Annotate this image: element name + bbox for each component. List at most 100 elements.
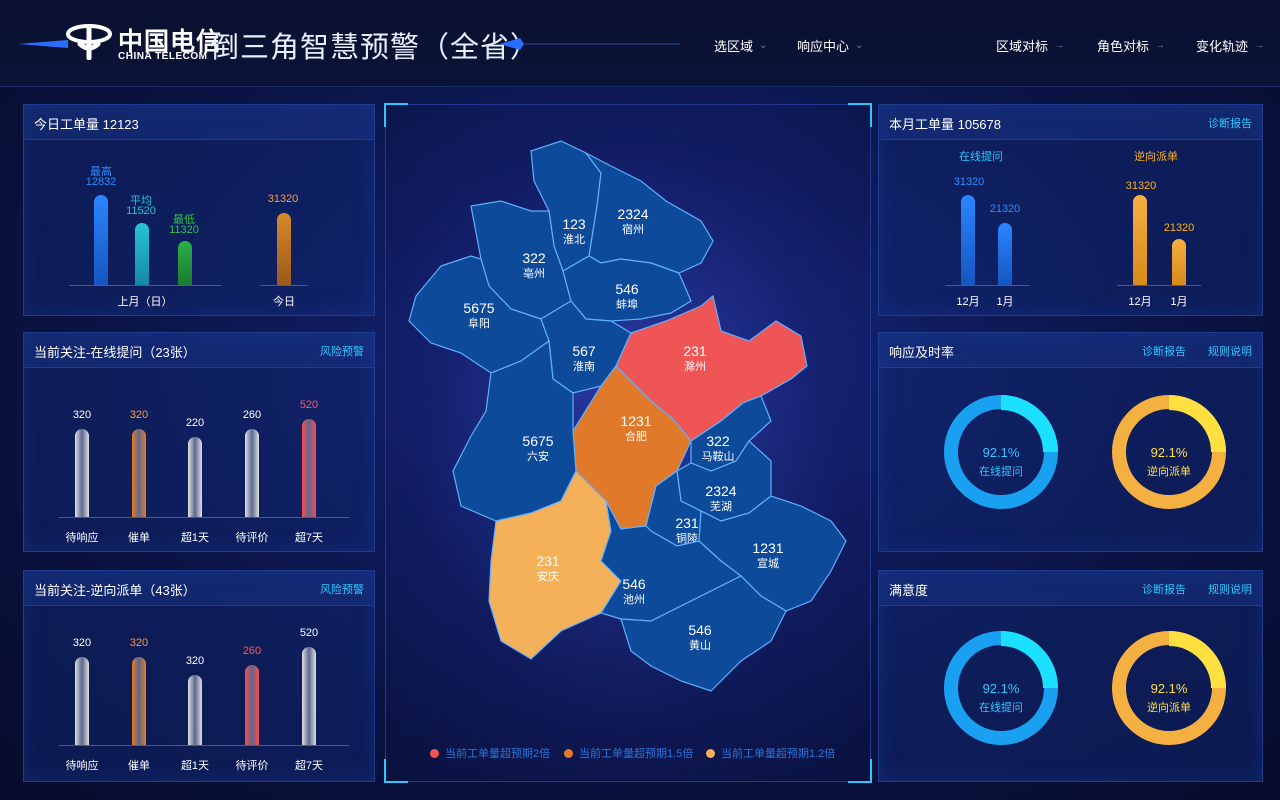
nav-label: 选区域	[714, 39, 754, 54]
nav-response-center[interactable]: 响应中心 ⌄	[797, 36, 863, 55]
region-name: 六安	[527, 449, 549, 463]
panel-title: 当前关注-在线提问（23张）	[34, 345, 196, 360]
bar-value: 220	[185, 417, 205, 429]
legend-label: 当前工单量超预期1.2倍	[721, 748, 836, 760]
bar-highest	[94, 195, 108, 285]
region-name: 宿州	[622, 222, 644, 236]
axis-line	[1117, 285, 1201, 286]
donut-name: 逆向派单	[1147, 466, 1191, 478]
bar-value: 320	[72, 409, 92, 421]
bar	[188, 437, 202, 517]
axis-line	[945, 285, 1029, 286]
region-name: 淮北	[563, 233, 585, 246]
province-map-panel: 123 淮北 2324 宿州 322 亳州 546 蚌埠 5675 阜阳 567 淮南 231 滁州 123…	[384, 103, 872, 783]
region-name: 亳州	[523, 266, 545, 280]
donut-accent-arc	[1169, 631, 1226, 688]
bar-value: 260	[242, 409, 262, 421]
risk-warning-link[interactable]: 风险预警	[320, 584, 364, 596]
panel-reverse-dispatch: 当前关注-逆向派单（43张） 风险预警 320 待响应 320 催单 320 超1天 260…	[23, 570, 375, 782]
donut-percent: 92.1%	[982, 681, 1020, 696]
rules-link[interactable]: 规则说明	[1208, 584, 1252, 596]
region-value: 546	[622, 576, 646, 592]
panel-title: 今日工单量 12123	[34, 117, 139, 132]
axis-label: 12月	[1128, 296, 1152, 308]
legend-dot	[564, 748, 573, 758]
panel-online-questions: 当前关注-在线提问（23张） 风险预警 320 待响应 320 催单 220 超1天 260…	[23, 332, 375, 552]
region-name: 黄山	[689, 638, 711, 652]
bar-value: 520	[299, 399, 319, 411]
diagnosis-report-link[interactable]: 诊断报告	[1208, 118, 1252, 130]
bar-reverse-dec	[1133, 195, 1147, 285]
region-value: 322	[522, 250, 546, 266]
panel-header: 当前关注-逆向派单（43张） 风险预警	[24, 571, 374, 606]
logo-wing-icon	[18, 40, 68, 48]
bar-label: 待响应	[65, 760, 99, 772]
nav-label: 变化轨迹	[1196, 39, 1249, 54]
nav-label: 响应中心	[797, 39, 850, 54]
map-region-黄山[interactable]: 546 黄山	[620, 575, 787, 692]
donut-label: 92.1% 在线提问	[951, 445, 1051, 479]
bar-value: 320	[129, 409, 149, 421]
bar-value: 31320	[953, 176, 985, 188]
arrow-right-icon: →	[1054, 40, 1065, 51]
donut-accent-arc	[1169, 395, 1226, 452]
region-value: 1231	[752, 540, 783, 556]
region-value: 5675	[463, 300, 494, 316]
arrow-right-icon: →	[1254, 40, 1265, 51]
corner-decoration	[384, 759, 408, 783]
region-value: 5675	[522, 433, 553, 449]
donut-name: 在线提问	[979, 466, 1023, 478]
nav-change-trace[interactable]: 变化轨迹 →	[1196, 36, 1264, 55]
donut-label: 92.1% 逆向派单	[1119, 681, 1219, 715]
diagnosis-report-link[interactable]: 诊断报告	[1142, 346, 1186, 358]
rules-link[interactable]: 规则说明	[1208, 346, 1252, 358]
bar-value: 11520	[126, 205, 156, 217]
region-shape[interactable]	[620, 575, 787, 692]
bar-label: 待评价	[235, 532, 269, 544]
corner-decoration	[848, 759, 872, 783]
legend-dot	[706, 748, 715, 758]
bar-value: 31320	[267, 193, 299, 205]
legend-dot	[430, 748, 439, 758]
bar-lowest	[178, 241, 192, 285]
bar-value: 320	[129, 637, 149, 649]
bar-value: 520	[299, 627, 319, 639]
bar-online-jan	[998, 223, 1012, 285]
region-value: 123	[562, 216, 586, 232]
panel-header: 满意度 诊断报告 规则说明	[879, 571, 1262, 606]
bar	[132, 657, 146, 745]
axis-line	[260, 285, 308, 286]
panel-today-orders: 今日工单量 12123 最高 12832 平均 11520 最低 11320 3…	[23, 104, 375, 316]
bar-label: 超7天	[294, 532, 324, 544]
risk-warning-link[interactable]: 风险预警	[320, 346, 364, 358]
axis-label: 上月（日）	[117, 296, 173, 308]
region-value: 231	[683, 343, 707, 359]
diagnosis-report-link[interactable]: 诊断报告	[1142, 584, 1186, 596]
china-telecom-logo-icon	[66, 24, 112, 60]
chevron-down-icon: ⌄	[759, 40, 768, 51]
axis-line	[69, 285, 221, 286]
page-title: 倒三角智慧预警（全省）	[210, 32, 541, 64]
region-name: 合肥	[625, 429, 647, 443]
bar-value: 320	[72, 637, 92, 649]
region-name: 蚌埠	[616, 297, 638, 311]
axis-label: 今日	[273, 296, 295, 308]
nav-region-benchmark[interactable]: 区域对标 →	[996, 36, 1064, 55]
axis-label: 12月	[956, 296, 980, 308]
region-value: 567	[572, 343, 596, 359]
nav-role-benchmark[interactable]: 角色对标 →	[1097, 36, 1165, 55]
nav-select-region[interactable]: 选区域 ⌄	[714, 36, 767, 55]
axis-line	[59, 745, 349, 746]
region-shape[interactable]	[585, 152, 714, 274]
panel-title: 当前关注-逆向派单（43张）	[34, 583, 196, 598]
